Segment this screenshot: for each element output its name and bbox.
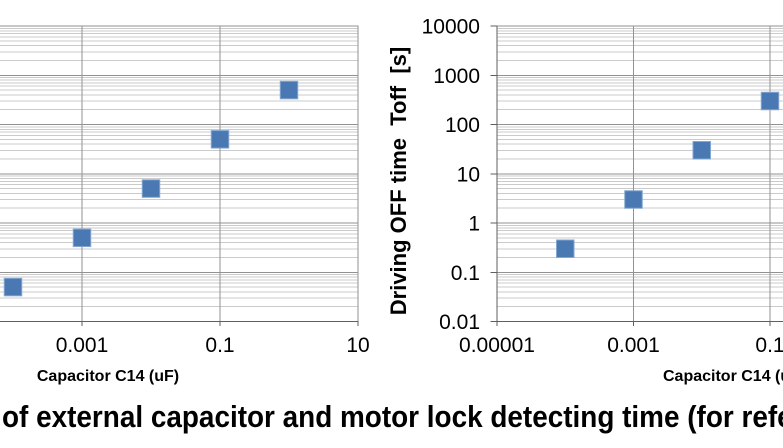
y-tick-label: 10000 (422, 16, 480, 39)
y-tick-label: 1000 (433, 65, 480, 88)
x-tick-label: 0.001 (607, 334, 660, 357)
y-tick-label: 10 (457, 163, 480, 186)
right-chart-y-axis-title: Driving OFF time Toff [s] (386, 46, 411, 316)
data-point-marker (72, 228, 92, 248)
y-tick-label: 0.01 (439, 311, 480, 334)
data-point-marker (210, 130, 230, 149)
y-tick-label: 1 (468, 213, 480, 236)
data-point-marker (556, 239, 575, 259)
x-tick-label: 0.1 (755, 334, 783, 357)
x-tick-label: 0.1 (205, 334, 234, 357)
x-tick-label: 0.00001 (459, 334, 535, 357)
data-point-marker (279, 80, 299, 100)
left-chart-x-axis-title: Capacitor C14 (uF) (36, 368, 180, 385)
data-point-marker (760, 91, 780, 111)
left-chart: 0.001 0.1 10 (0, 25, 370, 357)
x-tick-label: 10 (346, 334, 369, 357)
data-point-marker (3, 277, 23, 297)
figure-caption: of external capacitor and motor lock det… (2, 399, 783, 434)
right-chart: 10000 1000 100 10 1 0.1 0.010.00001 0.001 0.1 (422, 16, 783, 357)
right-chart-x-axis-title: Capacitor C14 (u (663, 368, 783, 385)
y-tick-label: 0.1 (451, 262, 480, 285)
x-tick-label: 0.001 (56, 334, 109, 357)
y-tick-label: 100 (445, 114, 480, 137)
data-point-marker (141, 179, 161, 198)
data-point-marker (624, 190, 643, 209)
data-point-marker (692, 141, 711, 160)
